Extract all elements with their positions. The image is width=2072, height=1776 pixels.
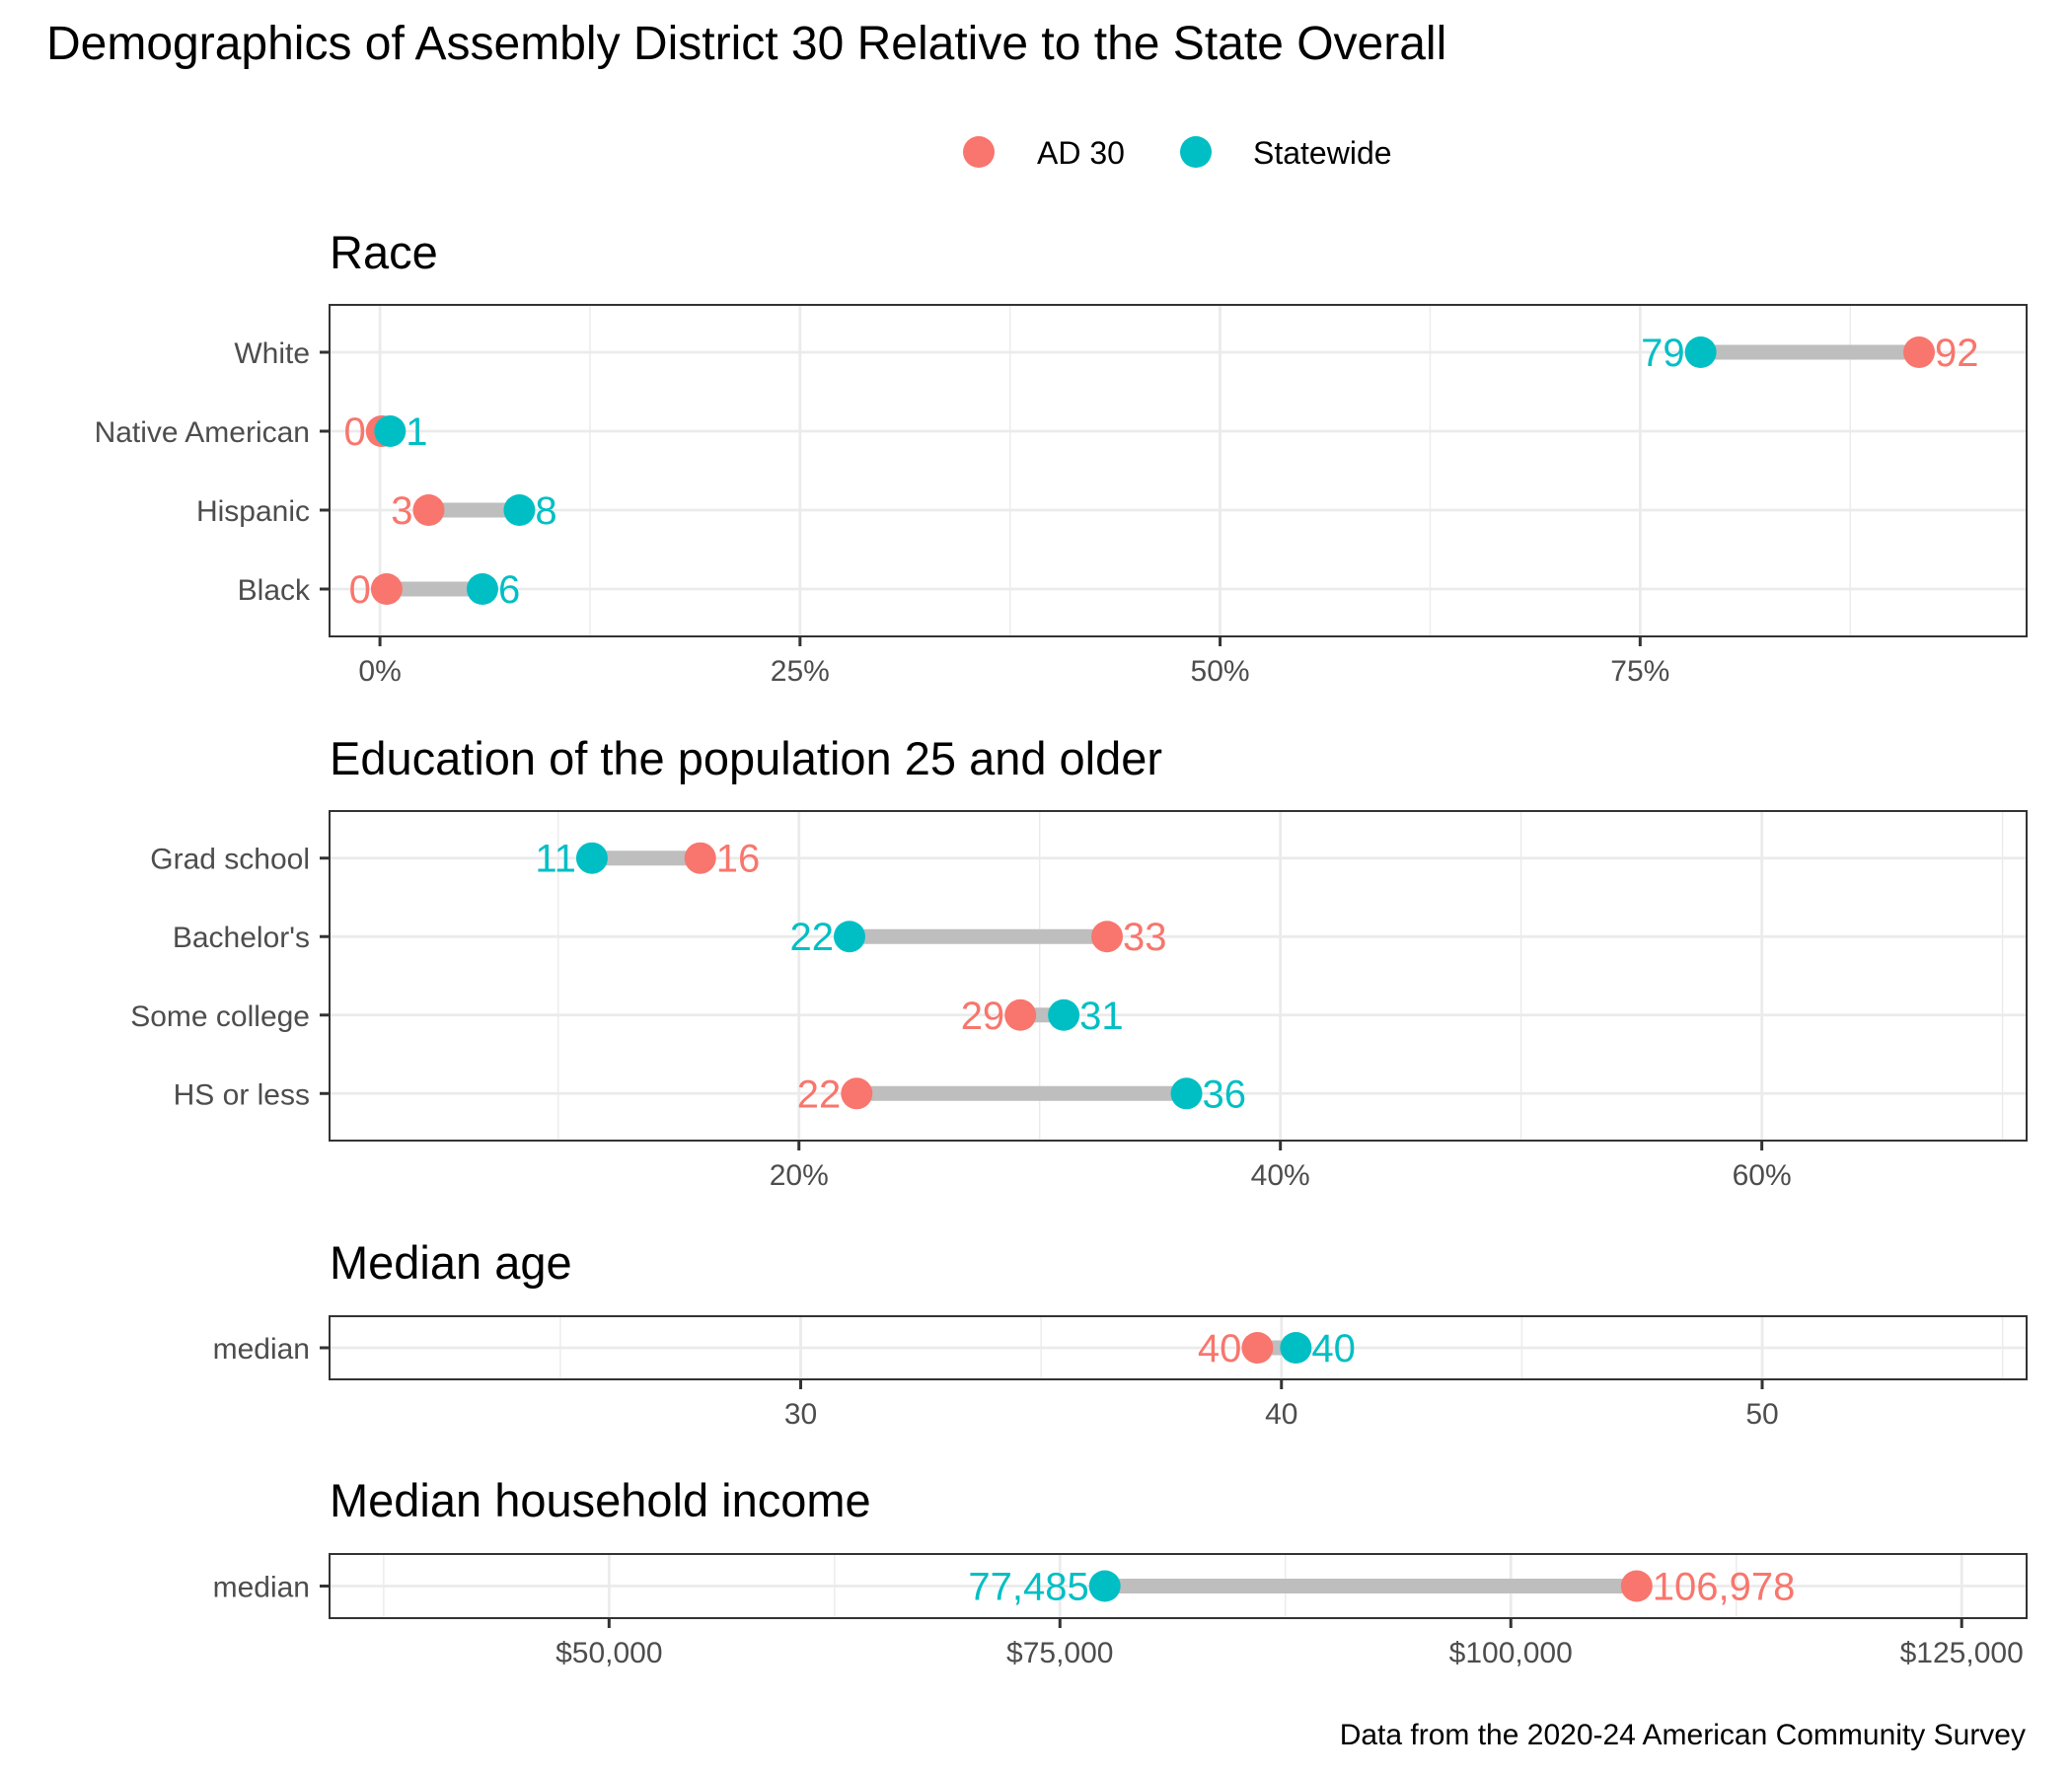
x-tick-label: 40 xyxy=(1265,1398,1297,1431)
value-label-district: 16 xyxy=(716,838,761,881)
point-state xyxy=(833,921,865,953)
panel-title: Education of the population 25 and older xyxy=(330,732,1162,784)
y-tick-label: median xyxy=(213,1572,310,1604)
point-state xyxy=(1048,999,1080,1031)
x-tick-label: 50 xyxy=(1745,1398,1778,1431)
point-state xyxy=(503,494,536,526)
y-tick-label: Some college xyxy=(130,1000,310,1033)
value-label-district: 3 xyxy=(391,489,412,533)
point-district xyxy=(1620,1570,1653,1602)
value-label-state: 77,485 xyxy=(968,1566,1088,1609)
point-district xyxy=(1091,921,1124,953)
point-state xyxy=(466,573,498,605)
y-tick-label: HS or less xyxy=(174,1078,310,1111)
value-label-state: 1 xyxy=(406,410,427,454)
y-tick-label: median xyxy=(213,1333,310,1366)
value-label-district: 106,978 xyxy=(1653,1566,1796,1609)
legend-swatch-state xyxy=(1180,136,1212,168)
value-label-state: 6 xyxy=(498,568,520,612)
x-tick-label: $125,000 xyxy=(1900,1637,2024,1669)
point-district xyxy=(370,573,403,605)
x-tick-label: $75,000 xyxy=(1006,1637,1113,1669)
y-tick-label: Bachelor's xyxy=(173,922,310,954)
value-label-district: 0 xyxy=(349,568,371,612)
x-tick-label: 50% xyxy=(1191,655,1250,688)
x-tick-label: 30 xyxy=(784,1398,817,1431)
point-district xyxy=(1004,999,1037,1031)
point-state xyxy=(1684,336,1717,368)
point-state xyxy=(1170,1077,1203,1110)
value-label-state: 8 xyxy=(535,489,556,533)
legend: AD 30 Statewide xyxy=(963,135,1392,171)
x-tick-label: 25% xyxy=(771,655,830,688)
plot-background xyxy=(330,305,2027,636)
value-label-state: 36 xyxy=(1203,1073,1247,1116)
x-tick-label: 0% xyxy=(358,655,401,688)
value-label-district: 33 xyxy=(1123,916,1167,959)
value-label-district: 92 xyxy=(1935,332,1979,375)
panel-border xyxy=(329,304,2028,637)
panel-education-of-the-population-25-and-older: Education of the population 25 and older… xyxy=(130,732,2028,1192)
panel-title: Race xyxy=(330,226,438,278)
value-label-state: 31 xyxy=(1079,995,1124,1038)
point-district xyxy=(684,842,716,874)
y-tick-label: Hispanic xyxy=(196,495,310,528)
point-state xyxy=(1280,1332,1312,1364)
panel-title: Median household income xyxy=(330,1474,871,1526)
panel-border xyxy=(329,810,2028,1142)
y-tick-label: Black xyxy=(238,574,311,607)
point-district xyxy=(1241,1332,1274,1364)
x-tick-label: 75% xyxy=(1610,655,1669,688)
caption: Data from the 2020-24 American Community… xyxy=(1340,1719,2026,1751)
y-tick-label: Grad school xyxy=(150,844,310,876)
value-label-state: 11 xyxy=(535,838,576,881)
x-tick-label: 20% xyxy=(770,1159,829,1192)
point-state xyxy=(1088,1570,1121,1602)
x-tick-label: 60% xyxy=(1733,1159,1792,1192)
chart-title: Demographics of Assembly District 30 Rel… xyxy=(46,18,1446,70)
y-tick-label: White xyxy=(234,337,310,370)
point-district xyxy=(1903,336,1936,368)
panel-title: Median age xyxy=(330,1236,572,1289)
y-tick-label: Native American xyxy=(95,416,310,449)
legend-label-state: Statewide xyxy=(1253,135,1392,171)
x-tick-label: 40% xyxy=(1251,1159,1310,1192)
panel-median-household-income: Median household income 106,978 77,485 medi… xyxy=(213,1474,2028,1669)
point-district xyxy=(841,1077,873,1110)
value-label-state: 22 xyxy=(789,916,834,959)
panel-median-age: Median age 40 40 median 30 40 50 xyxy=(213,1236,2028,1431)
value-label-district: 29 xyxy=(961,995,1005,1038)
legend-label-district: AD 30 xyxy=(1037,135,1125,171)
value-label-district: 40 xyxy=(1198,1327,1242,1370)
value-label-district: 22 xyxy=(797,1073,842,1116)
point-district xyxy=(412,494,445,526)
legend-swatch-district xyxy=(963,136,995,168)
value-label-state: 40 xyxy=(1311,1327,1356,1370)
value-label-district: 0 xyxy=(344,410,366,454)
value-label-state: 79 xyxy=(1641,332,1685,375)
x-tick-label: $50,000 xyxy=(555,1637,662,1669)
x-tick-label: $100,000 xyxy=(1449,1637,1573,1669)
point-state xyxy=(575,842,608,874)
point-state xyxy=(374,415,407,447)
